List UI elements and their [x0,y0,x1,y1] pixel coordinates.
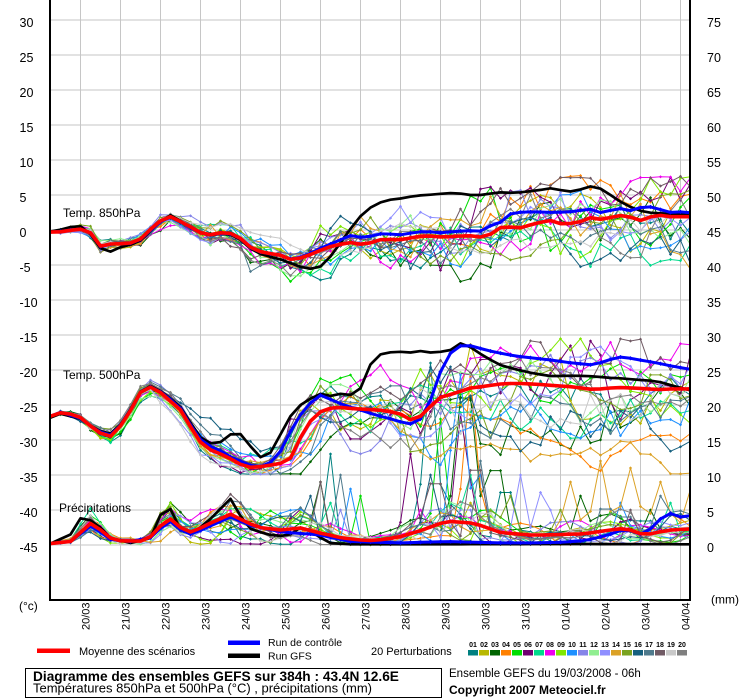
svg-text:05: 05 [513,642,521,649]
svg-text:-10: -10 [20,296,38,310]
svg-text:25: 25 [20,51,34,65]
svg-text:23/03: 23/03 [201,603,213,631]
svg-text:(°c): (°c) [19,599,38,613]
svg-text:70: 70 [707,51,721,65]
svg-text:02/04: 02/04 [601,603,613,631]
svg-text:04: 04 [502,642,510,649]
svg-text:01: 01 [469,642,477,649]
svg-text:10: 10 [568,642,576,649]
svg-text:50: 50 [707,191,721,205]
svg-text:5: 5 [20,191,27,205]
svg-text:Diagramme des ensembles GEFS s: Diagramme des ensembles GEFS sur 384h : … [33,669,399,684]
svg-text:Run de contrôle: Run de contrôle [268,637,342,649]
svg-text:31/03: 31/03 [521,603,533,631]
svg-text:15: 15 [707,436,721,450]
svg-text:30: 30 [707,331,721,345]
svg-text:75: 75 [707,16,721,30]
svg-text:-15: -15 [20,331,38,345]
svg-text:Temp. 850hPa: Temp. 850hPa [63,206,141,220]
svg-text:45: 45 [707,226,721,240]
svg-text:-30: -30 [20,436,38,450]
svg-text:03/04: 03/04 [641,603,653,631]
svg-text:0: 0 [20,226,27,240]
svg-text:09: 09 [557,642,565,649]
svg-text:20: 20 [20,86,34,100]
svg-text:12: 12 [590,642,598,649]
svg-text:16: 16 [634,642,642,649]
svg-text:27/03: 27/03 [361,603,373,631]
svg-text:40: 40 [707,261,721,275]
svg-text:06: 06 [524,642,532,649]
svg-text:20 Perturbations: 20 Perturbations [371,646,452,658]
svg-text:-40: -40 [20,506,38,520]
svg-text:26/03: 26/03 [321,603,333,631]
svg-text:17: 17 [645,642,653,649]
svg-text:-20: -20 [20,366,38,380]
svg-text:19: 19 [667,642,675,649]
svg-text:21/03: 21/03 [121,603,133,631]
svg-text:08: 08 [546,642,554,649]
svg-text:(mm): (mm) [711,593,739,607]
svg-text:02: 02 [480,642,488,649]
svg-text:30: 30 [20,16,34,30]
svg-text:-35: -35 [20,471,38,485]
svg-text:35: 35 [707,296,721,310]
svg-text:25: 25 [707,366,721,380]
svg-text:30/03: 30/03 [481,603,493,631]
svg-text:14: 14 [612,642,620,649]
svg-text:-45: -45 [20,541,38,555]
svg-text:10: 10 [707,471,721,485]
svg-text:11: 11 [579,642,587,649]
svg-text:Temp. 500hPa: Temp. 500hPa [63,368,141,382]
svg-text:07: 07 [535,642,543,649]
svg-text:01/04: 01/04 [561,603,573,631]
svg-text:04/04: 04/04 [681,603,693,631]
svg-text:18: 18 [656,642,664,649]
svg-text:24/03: 24/03 [241,603,253,631]
svg-text:65: 65 [707,86,721,100]
svg-text:15: 15 [623,642,631,649]
svg-text:20: 20 [678,642,686,649]
svg-text:Run GFS: Run GFS [268,651,312,663]
svg-text:Ensemble GEFS du 19/03/2008 -: Ensemble GEFS du 19/03/2008 - 06h [449,668,641,680]
svg-text:25/03: 25/03 [281,603,293,631]
svg-text:55: 55 [707,156,721,170]
svg-text:20: 20 [707,401,721,415]
svg-text:Moyenne des scénarios: Moyenne des scénarios [79,646,196,658]
svg-text:0: 0 [707,541,714,555]
svg-text:20/03: 20/03 [81,603,93,631]
svg-text:13: 13 [601,642,609,649]
svg-text:Précipitations: Précipitations [59,501,131,515]
svg-text:60: 60 [707,121,721,135]
svg-text:Températures 850hPa et 500hPa: Températures 850hPa et 500hPa (°C) , pré… [33,681,372,696]
svg-text:5: 5 [707,506,714,520]
svg-text:15: 15 [20,121,34,135]
svg-text:03: 03 [491,642,499,649]
svg-text:10: 10 [20,156,34,170]
svg-text:29/03: 29/03 [441,603,453,631]
svg-text:Copyright 2007 Meteociel.fr: Copyright 2007 Meteociel.fr [449,683,606,697]
svg-text:-5: -5 [20,261,31,275]
svg-text:-25: -25 [20,401,38,415]
svg-text:28/03: 28/03 [401,603,413,631]
svg-text:22/03: 22/03 [161,603,173,631]
